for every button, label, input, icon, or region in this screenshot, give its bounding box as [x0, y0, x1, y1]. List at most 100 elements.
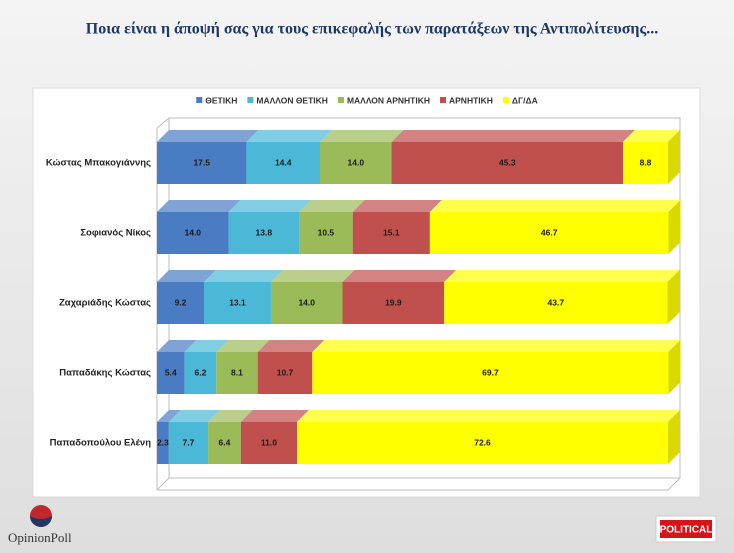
- bar-front: [157, 282, 205, 324]
- value-label: 8.8: [640, 157, 652, 167]
- value-label: 6.2: [195, 367, 207, 377]
- bar-top-shade: [157, 410, 181, 422]
- legend-item: ΜΑΛΛΟΝ ΘΕΤΙΚΗ: [247, 95, 328, 105]
- bar-segment: [216, 340, 270, 394]
- bar-side-shade: [668, 340, 681, 394]
- bar-top: [444, 270, 680, 282]
- value-label: 43.7: [548, 297, 565, 307]
- bar-segment: [208, 410, 253, 464]
- bar-side-shade: [667, 270, 680, 324]
- bar-side: [668, 200, 681, 254]
- bar-top-shade: [299, 200, 365, 212]
- value-label: 15.1: [383, 227, 400, 237]
- bar-top: [352, 200, 442, 212]
- value-label: 46.7: [541, 227, 558, 237]
- bar-top-shade: [246, 130, 333, 142]
- bar-top: [312, 340, 681, 352]
- legend-swatch: [337, 97, 344, 103]
- value-label: 69.7: [482, 367, 499, 377]
- bar-top-shade: [444, 270, 680, 282]
- value-label: 45.3: [499, 157, 516, 167]
- value-label: 7.7: [183, 437, 195, 447]
- bar-top: [216, 340, 270, 352]
- value-label: 13.8: [256, 227, 273, 237]
- bar-side: [668, 130, 680, 184]
- bar-segment: [257, 340, 325, 394]
- bar-front: [623, 142, 668, 184]
- value-label: 17.5: [193, 157, 210, 167]
- bar-top: [184, 340, 229, 352]
- bar-top: [246, 130, 333, 142]
- bar-front: [168, 422, 209, 464]
- bar-front: [299, 212, 353, 254]
- bar-segment: [157, 130, 259, 184]
- bar-side-shade: [668, 130, 680, 184]
- bar-top-shade: [352, 200, 442, 212]
- legend-swatch: [196, 97, 203, 103]
- legend-item: ΘΕΤΙΚΗ: [196, 95, 237, 105]
- bar-top: [270, 270, 355, 282]
- bar-segment: [299, 200, 365, 254]
- chart-title: Ποια είναι η άποψή σας για τους επικεφαλ…: [86, 21, 658, 38]
- bar-top: [157, 270, 217, 282]
- bar-segment: [157, 340, 197, 394]
- bar-side-shade: [668, 200, 681, 254]
- bar-top-shade: [157, 340, 197, 352]
- bar-segment: [352, 200, 442, 254]
- floor-edge: [156, 477, 170, 491]
- bar-segment: [444, 270, 680, 324]
- bar-top: [157, 130, 259, 142]
- bar-top: [623, 130, 680, 142]
- bar-segment: [391, 130, 636, 184]
- legend-item: ΑΡΝΗΤΙΚΗ: [439, 95, 493, 105]
- bar-top: [429, 200, 681, 212]
- bar-front: [342, 282, 445, 324]
- value-label: 72.6: [474, 437, 491, 447]
- political-red: [660, 520, 712, 538]
- bar-top-shade: [184, 340, 229, 352]
- legend-label: ΘΕΤΙΚΗ: [205, 95, 237, 105]
- value-label: 8.1: [231, 367, 243, 377]
- bar-segment: [623, 130, 680, 184]
- bar-top-shade: [270, 270, 355, 282]
- bar-top: [391, 130, 636, 142]
- bar-top-shade: [228, 200, 312, 212]
- value-label: 6.4: [219, 437, 231, 447]
- bar-front: [208, 422, 241, 464]
- bar-front: [391, 142, 624, 184]
- political-text: POLITICAL: [660, 525, 713, 536]
- bar-segment: [204, 270, 283, 324]
- bar-segment: [228, 200, 312, 254]
- bar-top-shade: [391, 130, 636, 142]
- bar-top: [240, 410, 310, 422]
- legend-swatch: [502, 97, 509, 103]
- legend-label: ΑΡΝΗΤΙΚΗ: [449, 95, 493, 105]
- bar-top-shade: [204, 270, 283, 282]
- value-label: 10.7: [277, 367, 294, 377]
- bar-front: [429, 212, 669, 254]
- bar-segment: [270, 270, 355, 324]
- bar-front: [320, 142, 392, 184]
- category-label: Ζαχαριάδης Κώστας: [59, 298, 151, 309]
- value-label: 5.4: [165, 367, 177, 377]
- bar-front: [157, 142, 247, 184]
- bar-top: [228, 200, 312, 212]
- bar-segment: [157, 410, 181, 464]
- legend-label: ΜΑΛΛΟΝ ΑΡΝΗΤΙΚΗ: [347, 95, 430, 105]
- bar-segment: [342, 270, 457, 324]
- bar-segment: [312, 340, 681, 394]
- bar-front: [157, 352, 185, 394]
- bar-segment: [184, 340, 229, 394]
- bar-segment: [240, 410, 310, 464]
- bar-top-shade: [320, 130, 404, 142]
- opinionpoll-logo: OpinionPoll: [8, 505, 72, 545]
- bar-segment: [168, 410, 221, 464]
- bar-top: [299, 200, 365, 212]
- bar-top-shade: [623, 130, 680, 142]
- bar-front: [216, 352, 258, 394]
- value-label: 13.1: [229, 297, 246, 307]
- bar-front: [157, 212, 229, 254]
- bar-top-shade: [240, 410, 310, 422]
- legend-swatch: [247, 97, 254, 103]
